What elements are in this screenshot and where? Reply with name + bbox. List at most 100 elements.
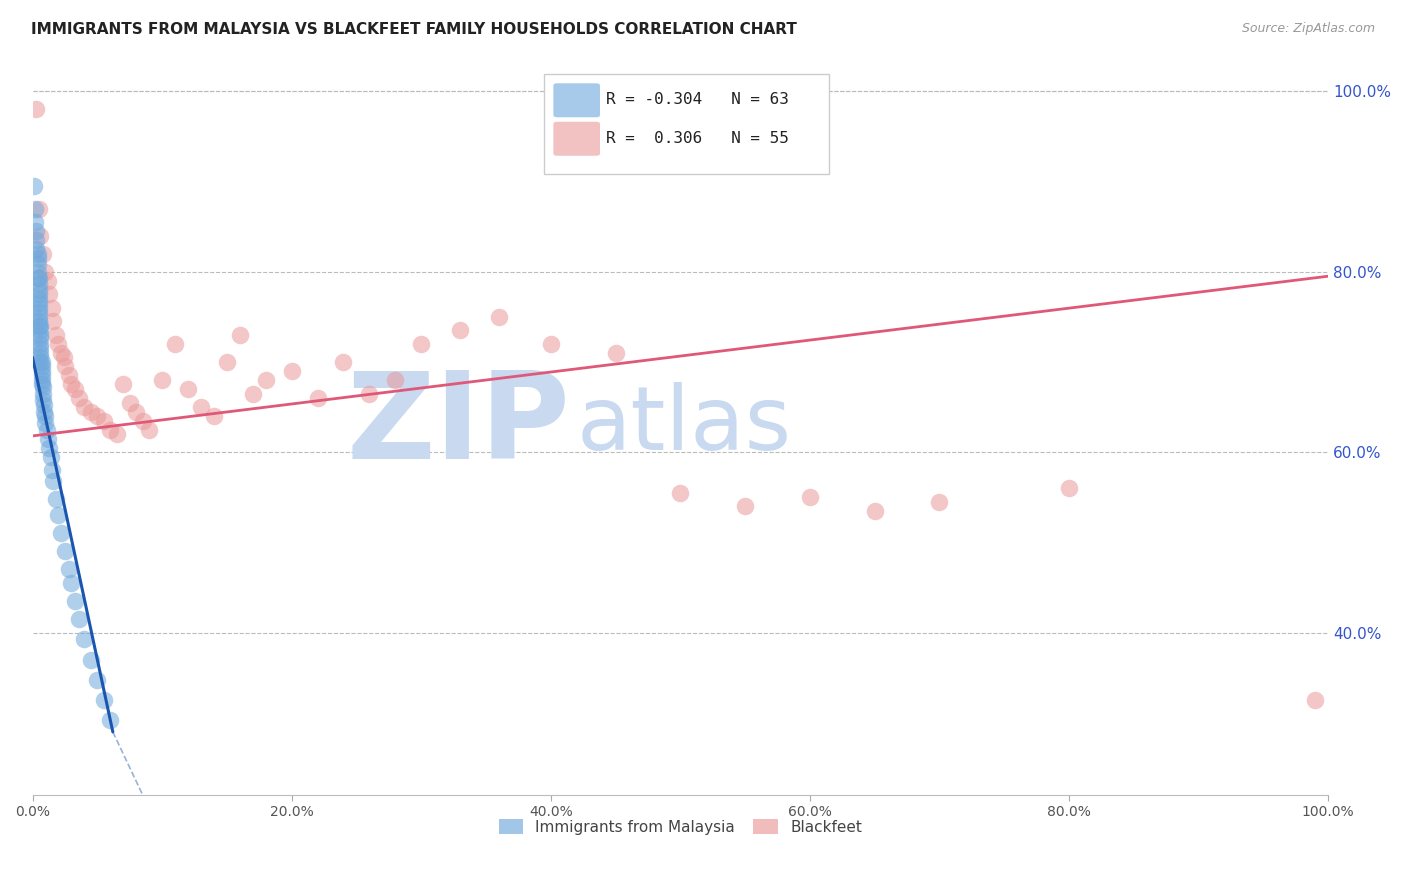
Point	[215, 355, 238, 369]
Point	[24, 202, 46, 216]
Point	[138, 423, 160, 437]
Legend: Immigrants from Malaysia, Blackfeet: Immigrants from Malaysia, Blackfeet	[492, 813, 868, 840]
Point	[28, 318, 51, 333]
Point	[384, 373, 406, 387]
Point	[38, 287, 60, 301]
Point	[93, 693, 115, 707]
Point	[73, 400, 96, 414]
Point	[31, 386, 53, 401]
Point	[41, 463, 63, 477]
Point	[53, 544, 76, 558]
Point	[37, 274, 59, 288]
Point	[605, 346, 627, 360]
Point	[28, 271, 51, 285]
Point	[58, 368, 80, 383]
Point	[34, 409, 56, 423]
Point	[31, 246, 53, 260]
Point	[45, 327, 67, 342]
Point	[80, 653, 103, 667]
Point	[60, 576, 83, 591]
Point	[177, 382, 200, 396]
Point	[28, 314, 51, 328]
Point	[30, 342, 52, 356]
Point	[488, 310, 510, 324]
Point	[105, 427, 128, 442]
Point	[799, 490, 821, 504]
Text: IMMIGRANTS FROM MALAYSIA VS BLACKFEET FAMILY HOUSEHOLDS CORRELATION CHART: IMMIGRANTS FROM MALAYSIA VS BLACKFEET FA…	[31, 22, 797, 37]
Point	[254, 373, 277, 387]
Point	[48, 337, 70, 351]
Point	[449, 323, 471, 337]
Point	[98, 713, 121, 727]
Point	[41, 301, 63, 315]
Point	[34, 417, 56, 431]
Point	[540, 337, 562, 351]
Point	[52, 351, 75, 365]
Point	[49, 346, 72, 360]
Point	[32, 404, 55, 418]
Point	[359, 386, 381, 401]
Point	[31, 380, 53, 394]
Point	[280, 364, 302, 378]
Point	[112, 377, 135, 392]
Point	[60, 377, 83, 392]
Point	[49, 526, 72, 541]
Point	[30, 346, 52, 360]
Point	[35, 423, 58, 437]
Point	[27, 271, 49, 285]
Point	[30, 330, 52, 344]
Point	[28, 305, 51, 319]
Point	[31, 355, 53, 369]
Point	[242, 386, 264, 401]
Point	[42, 474, 65, 488]
Point	[39, 450, 62, 464]
Point	[22, 178, 45, 193]
Point	[53, 359, 76, 374]
Point	[31, 377, 53, 392]
Point	[31, 392, 53, 407]
Point	[31, 359, 53, 374]
Point	[73, 632, 96, 646]
Text: R =  0.306   N = 55: R = 0.306 N = 55	[606, 131, 789, 146]
Point	[131, 414, 153, 428]
Point	[150, 373, 173, 387]
Point	[27, 246, 49, 260]
Point	[38, 441, 60, 455]
Point	[31, 368, 53, 383]
Point	[65, 594, 87, 608]
Point	[93, 414, 115, 428]
Point	[42, 314, 65, 328]
Point	[307, 391, 329, 405]
Point	[30, 318, 52, 333]
Text: ZIP: ZIP	[346, 367, 571, 483]
Point	[332, 355, 354, 369]
Point	[27, 258, 49, 272]
Point	[28, 277, 51, 292]
Point	[25, 103, 48, 117]
Point	[45, 492, 67, 507]
FancyBboxPatch shape	[554, 83, 600, 117]
Point	[27, 251, 49, 265]
Point	[734, 500, 756, 514]
Point	[28, 202, 51, 216]
Text: Source: ZipAtlas.com: Source: ZipAtlas.com	[1241, 22, 1375, 36]
Point	[30, 355, 52, 369]
Point	[30, 327, 52, 342]
Point	[27, 265, 49, 279]
Point	[163, 337, 186, 351]
FancyBboxPatch shape	[554, 121, 600, 156]
Point	[669, 485, 692, 500]
Point	[86, 673, 108, 687]
Point	[80, 404, 103, 418]
Point	[28, 292, 51, 306]
Point	[30, 351, 52, 365]
Point	[1057, 481, 1080, 495]
Point	[28, 310, 51, 324]
Point	[25, 233, 48, 247]
Point	[229, 327, 252, 342]
Point	[31, 373, 53, 387]
Point	[30, 228, 52, 243]
Point	[28, 301, 51, 315]
Text: atlas: atlas	[576, 382, 792, 468]
Point	[86, 409, 108, 423]
